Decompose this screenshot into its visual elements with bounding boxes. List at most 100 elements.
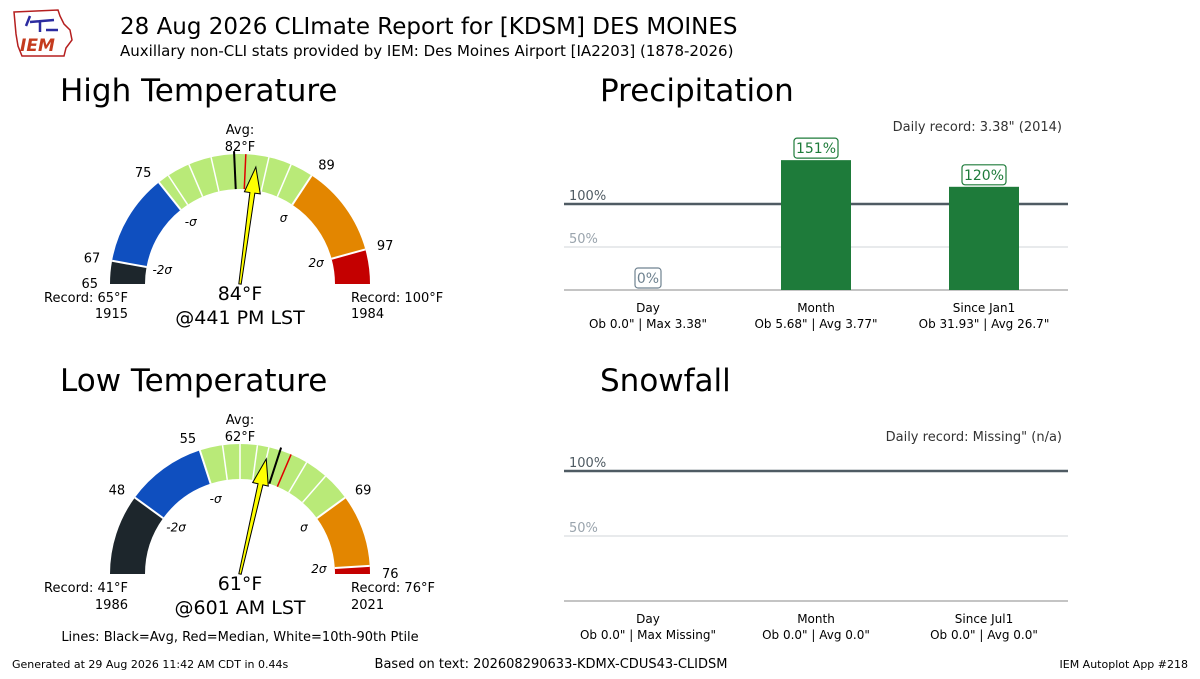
precipitation-bars: 0% 151% 120% <box>634 137 1019 290</box>
band-separator <box>291 174 313 206</box>
category-sublabel: Ob 0.0" | Avg 0.0" <box>762 628 870 642</box>
precipitation-category-labels: Day Ob 0.0" | Max 3.38" Month Ob 5.68" | Av… <box>589 301 1049 331</box>
gauge-band-red <box>331 249 370 284</box>
low-temp-record-low-year: 1986 <box>95 598 128 613</box>
high-temp-percentile-lines <box>167 151 292 206</box>
reference-label: 50% <box>569 521 598 536</box>
low-temp-record-high-year: 2021 <box>351 598 384 613</box>
gauge-tick-label: 48 <box>109 484 126 499</box>
high-temp-record-low: Record: 65°F <box>44 291 128 306</box>
category-sublabel: Ob 0.0" | Max 3.38" <box>589 317 707 331</box>
gauge-tick-label: 89 <box>318 158 335 173</box>
category-label: Since Jan1 <box>953 301 1015 315</box>
high-temp-avg-label: Avg: <box>226 123 254 138</box>
precipitation-chart: Precipitation Daily record: 3.38" (2014)… <box>564 73 1068 331</box>
lines-legend: Lines: Black=Avg, Red=Median, White=10th… <box>61 630 418 645</box>
percentile-line <box>276 164 292 197</box>
gauge-tick-label: 55 <box>180 432 197 447</box>
gauge-tick-label: 69 <box>355 484 372 499</box>
high-temp-time: @441 PM LST <box>175 307 305 329</box>
bar-value-label: 151% <box>796 141 836 157</box>
gauge-band-green <box>199 443 346 519</box>
band-separator <box>334 564 370 570</box>
gauge-sigma-label: -2σ <box>166 521 186 535</box>
low-temp-time: @601 AM LST <box>175 597 306 619</box>
low-temp-title: Low Temperature <box>60 363 327 399</box>
gauge-band-orange <box>316 497 370 569</box>
logo-text: IEM <box>20 36 55 56</box>
low-temperature-gauge: Low Temperature 48 55 69 76 -2σ -σ σ 2σ Avg: 6… <box>44 363 435 619</box>
high-temp-record-high: Record: 100°F <box>351 291 443 306</box>
low-temp-sigma-labels: -2σ -σ σ 2σ <box>166 492 327 576</box>
reference-label: 100% <box>569 456 606 471</box>
band-separator <box>111 259 147 269</box>
high-temp-record-low-year: 1915 <box>95 307 128 322</box>
median-line <box>243 154 247 190</box>
gauge-tick-label: 97 <box>377 239 394 254</box>
percentile-line <box>252 445 259 480</box>
gauge-tick-label: 65 <box>81 277 98 292</box>
bar-value-box <box>634 267 662 289</box>
reference-label: 50% <box>569 232 598 247</box>
page-subtitle: Auxillary non-CLI stats provided by IEM:… <box>120 42 733 60</box>
gauge-band-dark <box>110 260 147 284</box>
low-temp-observed: 61°F <box>218 573 263 595</box>
gauge-band-blue <box>134 450 211 519</box>
band-separator <box>134 496 164 519</box>
gauge-sigma-label: -2σ <box>152 263 172 277</box>
low-temp-avg-value: 62°F <box>225 430 256 445</box>
band-separator <box>198 450 212 484</box>
footer-generated: Generated at 29 Aug 2026 11:42 AM CDT in… <box>12 658 288 671</box>
gauge-sigma-label: 2σ <box>311 562 327 576</box>
low-temp-bands <box>110 443 370 574</box>
high-temperature-gauge: High Temperature 65 67 75 89 97 -2σ -σ σ 2σ Avg… <box>44 73 443 329</box>
band-separator <box>331 248 366 260</box>
bar-value-label: 0% <box>637 271 659 287</box>
high-temp-observed: 84°F <box>218 283 263 305</box>
category-sublabel: Ob 5.68" | Avg 3.77" <box>754 317 877 331</box>
percentile-line <box>288 462 308 493</box>
low-temp-record-high: Record: 76°F <box>351 581 435 596</box>
snowfall-chart: Snowfall Daily record: Missing" (n/a) 10… <box>564 363 1068 642</box>
low-temp-needle <box>238 457 269 575</box>
avg-line <box>233 151 237 190</box>
bar-1 <box>781 160 851 290</box>
high-temp-sigma-labels: -2σ -σ σ 2σ <box>152 211 324 277</box>
high-temp-avg-value: 82°F <box>225 140 256 155</box>
page-title: 28 Aug 2026 CLImate Report for [KDSM] DE… <box>120 14 738 40</box>
gauge-tick-label: 76 <box>382 567 399 582</box>
bar-2 <box>949 186 1019 290</box>
gauge-sigma-label: σ <box>300 521 308 535</box>
percentile-line <box>210 157 220 192</box>
high-temp-title: High Temperature <box>60 73 337 109</box>
reference-label: 100% <box>569 189 606 204</box>
avg-line <box>268 447 283 484</box>
gauge-sigma-label: -σ <box>185 215 197 229</box>
snowfall-daily-record: Daily record: Missing" (n/a) <box>886 430 1062 445</box>
footer-based-on: Based on text: 202608290633-KDMX-CDUS43-… <box>375 657 728 672</box>
percentile-line <box>221 445 228 480</box>
category-label: Month <box>797 612 835 626</box>
band-separator <box>158 181 182 211</box>
gauge-sigma-label: σ <box>280 211 288 225</box>
category-sublabel: Ob 0.0" | Max Missing" <box>580 628 716 642</box>
category-label: Day <box>636 612 660 626</box>
high-temp-tick-labels: 65 67 75 89 97 <box>81 158 393 292</box>
bar-value-label: 120% <box>964 168 1004 184</box>
observed-needle <box>238 457 269 575</box>
category-sublabel: Ob 0.0" | Avg 0.0" <box>930 628 1038 642</box>
category-label: Day <box>636 301 660 315</box>
percentile-line <box>188 164 204 197</box>
snowfall-reference-lines: 100% 50% <box>564 456 1068 602</box>
gauge-tick-label: 75 <box>135 166 152 181</box>
high-temp-bands <box>110 153 370 284</box>
percentile-line <box>301 475 327 503</box>
gauge-tick-label: 67 <box>84 252 101 267</box>
high-temp-needle <box>238 165 261 285</box>
low-temp-record-low: Record: 41°F <box>44 581 128 596</box>
bar-value-box <box>793 137 839 159</box>
gauge-sigma-label: -σ <box>210 492 222 506</box>
low-temp-avg-label: Avg: <box>226 413 254 428</box>
